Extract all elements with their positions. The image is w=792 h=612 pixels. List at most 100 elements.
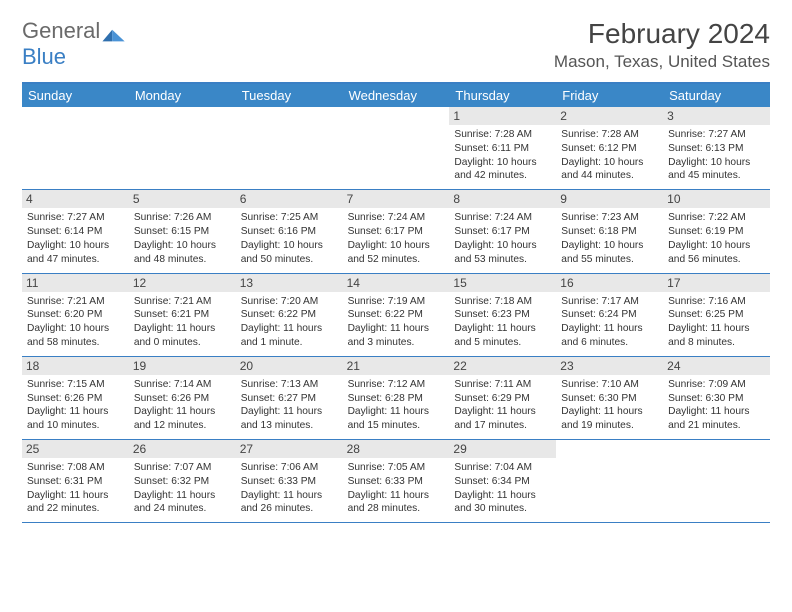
day-number: 4 bbox=[22, 190, 129, 208]
sunset-text: Sunset: 6:18 PM bbox=[561, 225, 658, 239]
day-cell: 12Sunrise: 7:21 AMSunset: 6:21 PMDayligh… bbox=[129, 274, 236, 356]
day-number: 17 bbox=[663, 274, 770, 292]
day-number: 28 bbox=[343, 440, 450, 458]
day-number: 3 bbox=[663, 107, 770, 125]
day-number: 24 bbox=[663, 357, 770, 375]
sunrise-text: Sunrise: 7:15 AM bbox=[27, 378, 124, 392]
day-number: 13 bbox=[236, 274, 343, 292]
daylight-text: Daylight: 11 hours and 6 minutes. bbox=[561, 322, 658, 350]
day-number: 9 bbox=[556, 190, 663, 208]
week-row: 4Sunrise: 7:27 AMSunset: 6:14 PMDaylight… bbox=[22, 190, 770, 273]
sunrise-text: Sunrise: 7:19 AM bbox=[348, 295, 445, 309]
day-cell: 10Sunrise: 7:22 AMSunset: 6:19 PMDayligh… bbox=[663, 190, 770, 272]
day-number: 22 bbox=[449, 357, 556, 375]
sunset-text: Sunset: 6:17 PM bbox=[454, 225, 551, 239]
day-cell: 28Sunrise: 7:05 AMSunset: 6:33 PMDayligh… bbox=[343, 440, 450, 522]
sunset-text: Sunset: 6:23 PM bbox=[454, 308, 551, 322]
sunset-text: Sunset: 6:19 PM bbox=[668, 225, 765, 239]
sunset-text: Sunset: 6:26 PM bbox=[134, 392, 231, 406]
day-empty bbox=[343, 107, 450, 189]
daylight-text: Daylight: 10 hours and 53 minutes. bbox=[454, 239, 551, 267]
sunset-text: Sunset: 6:24 PM bbox=[561, 308, 658, 322]
day-cell: 3 Sunrise: 7:27 AMSunset: 6:13 PMDaylight… bbox=[663, 107, 770, 189]
week-row: 25 Sunrise: 7:08 AMSunset: 6:31 PM Dayligh… bbox=[22, 440, 770, 523]
day-number: 11 bbox=[22, 274, 129, 292]
weekday-sunday: Sunday bbox=[22, 84, 129, 107]
logo-text-general: General bbox=[22, 18, 100, 44]
day-number: 8 bbox=[449, 190, 556, 208]
sunrise-text: Sunrise: 7:28 AM bbox=[454, 128, 551, 142]
daylight-text: Daylight: 11 hours and 15 minutes. bbox=[348, 405, 445, 433]
day-number: 21 bbox=[343, 357, 450, 375]
day-number: 25 bbox=[22, 440, 129, 458]
sunset-text: Sunset: 6:28 PM bbox=[348, 392, 445, 406]
sunrise-text: Sunrise: 7:08 AM bbox=[27, 461, 124, 475]
sunset-text: Sunset: 6:22 PM bbox=[348, 308, 445, 322]
sunset-text: Sunset: 6:27 PM bbox=[241, 392, 338, 406]
sunset-text: Sunset: 6:26 PM bbox=[27, 392, 124, 406]
day-number: 12 bbox=[129, 274, 236, 292]
daylight-text: Daylight: 11 hours and 0 minutes. bbox=[134, 322, 231, 350]
sunset-text: Sunset: 6:22 PM bbox=[241, 308, 338, 322]
day-cell: 15Sunrise: 7:18 AMSunset: 6:23 PMDayligh… bbox=[449, 274, 556, 356]
day-cell: 7Sunrise: 7:24 AMSunset: 6:17 PMDaylight… bbox=[343, 190, 450, 272]
daylight-text: Daylight: 10 hours and 47 minutes. bbox=[27, 239, 124, 267]
sunrise-text: Sunrise: 7:17 AM bbox=[561, 295, 658, 309]
sunset-text: Sunset: 6:30 PM bbox=[561, 392, 658, 406]
day-cell: 2Sunrise: 7:28 AMSunset: 6:12 PMDaylight… bbox=[556, 107, 663, 189]
day-cell: 9Sunrise: 7:23 AMSunset: 6:18 PMDaylight… bbox=[556, 190, 663, 272]
day-cell: 29Sunrise: 7:04 AMSunset: 6:34 PMDayligh… bbox=[449, 440, 556, 522]
day-cell: 6Sunrise: 7:25 AMSunset: 6:16 PMDaylight… bbox=[236, 190, 343, 272]
day-number: 23 bbox=[556, 357, 663, 375]
month-title: February 2024 bbox=[554, 18, 770, 50]
sunset-text: Sunset: 6:29 PM bbox=[454, 392, 551, 406]
sunrise-text: Sunrise: 7:24 AM bbox=[348, 211, 445, 225]
sunset-text: Sunset: 6:14 PM bbox=[27, 225, 124, 239]
week-row: 1Sunrise: 7:28 AMSunset: 6:11 PMDaylight… bbox=[22, 107, 770, 190]
day-cell: 13Sunrise: 7:20 AMSunset: 6:22 PMDayligh… bbox=[236, 274, 343, 356]
logo-icon bbox=[102, 24, 128, 42]
location: Mason, Texas, United States bbox=[554, 52, 770, 72]
daylight-text: Daylight: 11 hours and 26 minutes. bbox=[241, 489, 338, 517]
day-number: 27 bbox=[236, 440, 343, 458]
day-cell: 4 Sunrise: 7:27 AMSunset: 6:14 PMDaylight… bbox=[22, 190, 129, 272]
sunrise-text: Sunrise: 7:27 AM bbox=[668, 128, 765, 142]
day-empty bbox=[129, 107, 236, 189]
day-cell: 1Sunrise: 7:28 AMSunset: 6:11 PMDaylight… bbox=[449, 107, 556, 189]
daylight-text: Daylight: 11 hours and 13 minutes. bbox=[241, 405, 338, 433]
daylight-text: Daylight: 11 hours and 28 minutes. bbox=[348, 489, 445, 517]
daylight-text: Daylight: 11 hours and 12 minutes. bbox=[134, 405, 231, 433]
sunset-text: Sunset: 6:31 PM bbox=[27, 475, 124, 489]
sunrise-text: Sunrise: 7:10 AM bbox=[561, 378, 658, 392]
daylight-text: Daylight: 11 hours and 3 minutes. bbox=[348, 322, 445, 350]
week-row: 11Sunrise: 7:21 AMSunset: 6:20 PMDayligh… bbox=[22, 274, 770, 357]
sunrise-text: Sunrise: 7:13 AM bbox=[241, 378, 338, 392]
logo-text-blue: Blue bbox=[22, 44, 66, 69]
sunrise-text: Sunrise: 7:27 AM bbox=[27, 211, 124, 225]
sunset-text: Sunset: 6:12 PM bbox=[561, 142, 658, 156]
daylight-text: Daylight: 10 hours and 42 minutes. bbox=[454, 156, 551, 184]
daylight-text: Daylight: 10 hours and 45 minutes. bbox=[668, 156, 765, 184]
sunrise-text: Sunrise: 7:25 AM bbox=[241, 211, 338, 225]
weekday-saturday: Saturday bbox=[663, 84, 770, 107]
sunrise-text: Sunrise: 7:12 AM bbox=[348, 378, 445, 392]
sunrise-text: Sunrise: 7:21 AM bbox=[27, 295, 124, 309]
day-empty bbox=[22, 107, 129, 189]
day-cell: 23Sunrise: 7:10 AMSunset: 6:30 PMDayligh… bbox=[556, 357, 663, 439]
sunrise-text: Sunrise: 7:05 AM bbox=[348, 461, 445, 475]
sunrise-text: Sunrise: 7:22 AM bbox=[668, 211, 765, 225]
sunset-text: Sunset: 6:13 PM bbox=[668, 142, 765, 156]
sunrise-text: Sunrise: 7:26 AM bbox=[134, 211, 231, 225]
day-number: 26 bbox=[129, 440, 236, 458]
weekday-wednesday: Wednesday bbox=[343, 84, 450, 107]
daylight-text: Daylight: 10 hours and 50 minutes. bbox=[241, 239, 338, 267]
daylight-text: Daylight: 11 hours and 17 minutes. bbox=[454, 405, 551, 433]
sunset-text: Sunset: 6:16 PM bbox=[241, 225, 338, 239]
daylight-text: Daylight: 10 hours and 56 minutes. bbox=[668, 239, 765, 267]
day-number: 7 bbox=[343, 190, 450, 208]
sunrise-text: Sunrise: 7:23 AM bbox=[561, 211, 658, 225]
sunrise-text: Sunrise: 7:09 AM bbox=[668, 378, 765, 392]
day-cell: 14 Sunrise: 7:19 AMSunset: 6:22 PMDayligh… bbox=[343, 274, 450, 356]
day-number: 14 bbox=[343, 274, 450, 292]
day-cell: 18Sunrise: 7:15 AMSunset: 6:26 PMDayligh… bbox=[22, 357, 129, 439]
